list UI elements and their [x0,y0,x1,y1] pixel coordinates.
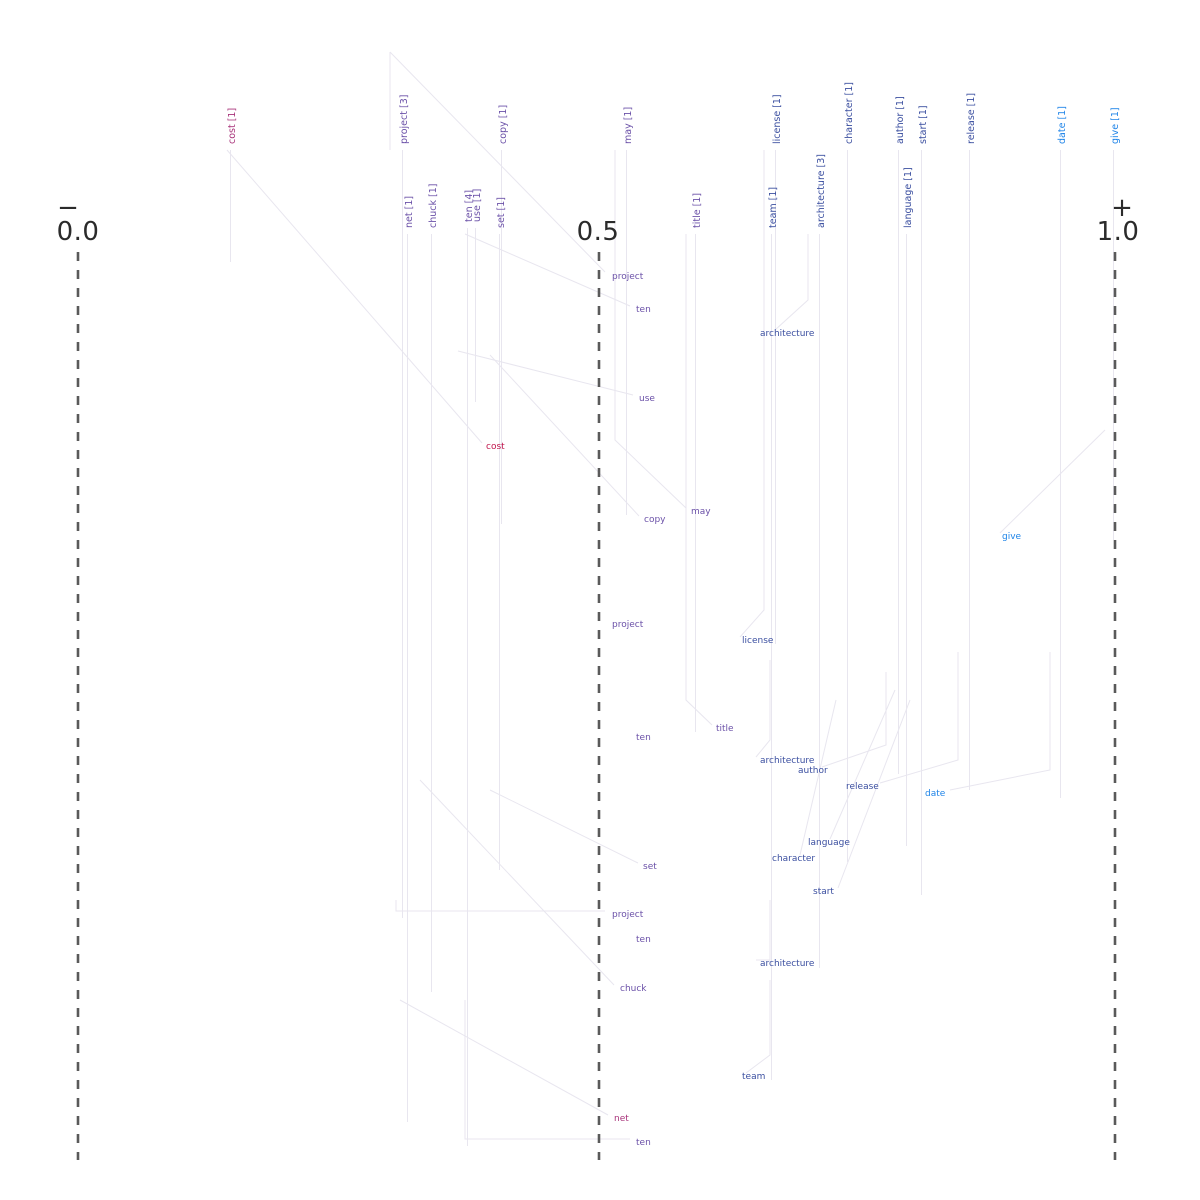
link-start-diag [837,699,911,889]
node-label-project[interactable]: project [612,272,644,282]
node-label-start[interactable]: start [813,887,834,897]
column-header-license[interactable]: license [1] [772,94,783,144]
node-label-architecture[interactable]: architecture [760,329,815,339]
column-header-give[interactable]: give [1] [1110,107,1121,144]
link-license-corner [739,150,765,638]
link-author-corner [821,672,887,768]
node-label-ten[interactable]: ten [636,733,651,743]
node-label-architecture[interactable]: architecture [760,959,815,969]
axis-minus-sign: − [57,193,79,223]
link-may-line [614,150,687,509]
node-label-ten[interactable]: ten [636,935,651,945]
link-arch-corner [774,234,809,331]
node-label-copy[interactable]: copy [644,515,666,525]
link-ten4-line [464,1000,630,1140]
node-label-team[interactable]: team [742,1072,766,1082]
node-label-title[interactable]: title [716,724,734,734]
node-label-set[interactable]: set [643,862,657,872]
node-label-architecture[interactable]: architecture [760,756,815,766]
column-header-architecture[interactable]: architecture [3] [816,154,827,228]
column-header-title[interactable]: title [1] [692,192,703,228]
link-arch2-corner [755,660,771,758]
link-use-diag [457,350,634,396]
link-character-diag [799,699,837,856]
node-label-ten[interactable]: ten [636,305,651,315]
axis-plus-sign: + [1111,193,1133,223]
link-release-corner [879,652,959,784]
node-label-ten[interactable]: ten [636,1138,651,1148]
column-header-team[interactable]: team [1] [768,186,779,228]
node-label-project[interactable]: project [612,910,644,920]
node-label-language[interactable]: language [808,838,850,848]
node-label-use[interactable]: use [639,394,655,404]
column-header-date[interactable]: date [1] [1057,106,1068,144]
link-project-diag1 [389,51,606,273]
link-net-diag [399,999,609,1116]
axis-tick-0-5: 0.5 [576,217,620,247]
link-copy-diag [489,354,640,517]
link-give-diag [999,429,1106,534]
node-label-project[interactable]: project [612,620,644,630]
link-date-corner [949,652,1051,791]
link-arch3-line [756,900,771,961]
column-header-net[interactable]: net [1] [404,195,415,228]
column-header-cost[interactable]: cost [1] [227,107,238,144]
column-header-author[interactable]: author [1] [895,96,906,144]
column-header-chuck[interactable]: chuck [1] [428,183,439,228]
node-label-date[interactable]: date [925,789,946,799]
axis-tick-1-0: 1.0 [1096,217,1140,247]
link-chuck-diag [419,779,615,986]
link-team-corner [745,980,771,1074]
column-header-copy[interactable]: copy [1] [498,104,509,144]
column-header-project[interactable]: project [3] [399,94,410,144]
link-cost-diag [226,149,483,444]
node-label-character[interactable]: character [772,854,816,864]
axis-tick-0-0: 0.0 [56,217,100,247]
column-header-set[interactable]: set [1] [496,197,507,228]
column-header-language[interactable]: language [1] [903,167,914,228]
column-header-start[interactable]: start [1] [918,105,929,144]
column-header-use[interactable]: use [1] [472,188,483,222]
link-set-diag [489,789,639,864]
node-label-net[interactable]: net [614,1114,629,1124]
node-label-release[interactable]: release [846,782,879,792]
node-label-cost[interactable]: cost [486,442,505,452]
column-header-may[interactable]: may [1] [623,106,634,144]
column-header-release[interactable]: release [1] [966,92,977,144]
node-label-chuck[interactable]: chuck [620,984,647,994]
node-label-may[interactable]: may [691,507,711,517]
link-title-corner [685,234,713,726]
node-label-author[interactable]: author [798,766,828,776]
link-project3-corner [395,900,605,912]
column-header-character[interactable]: character [1] [844,82,855,144]
node-label-license[interactable]: license [742,636,774,646]
node-label-give[interactable]: give [1002,532,1022,542]
link-language-diag [829,689,896,840]
